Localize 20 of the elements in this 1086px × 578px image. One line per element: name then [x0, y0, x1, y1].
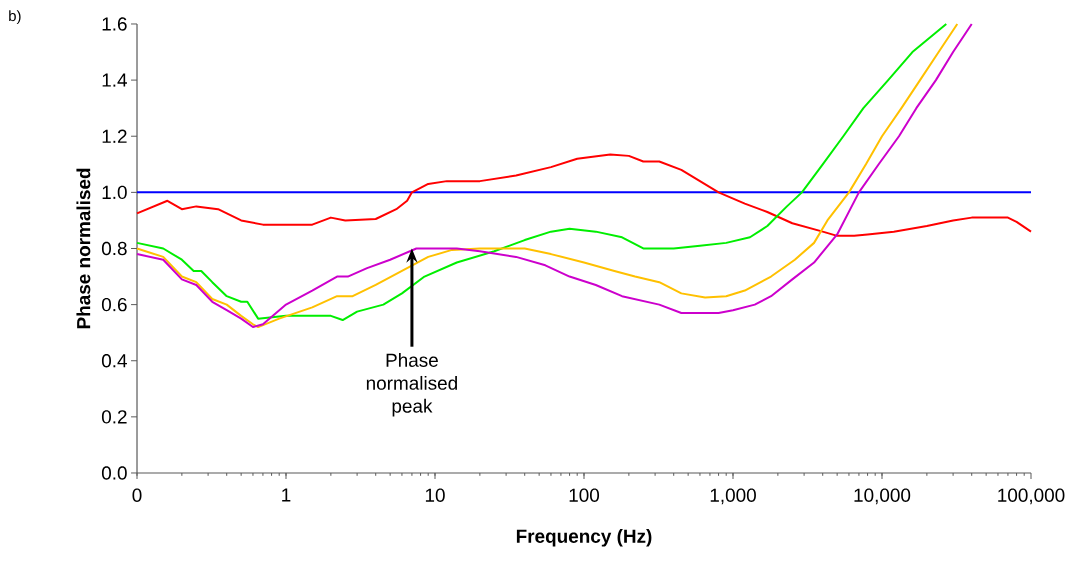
y-tick-label: 0.8	[101, 241, 127, 256]
x-tick-label: 10,000	[854, 488, 911, 505]
x-tick-label: 1,000	[710, 488, 756, 505]
x-tick-label: 10	[425, 488, 445, 502]
text: b)	[9, 10, 21, 25]
y-tick-label: 1.4	[102, 73, 127, 87]
y-tick-label: 0.6	[101, 297, 127, 312]
x-tick-label: 0	[132, 488, 142, 502]
y-tick-label: 0.2	[101, 410, 127, 424]
y-tick-label: 0.0	[101, 466, 127, 480]
y-tick-label: 1.2	[102, 129, 127, 143]
x-axis-title: Frequency (Hz)	[516, 528, 652, 547]
y-axis-title: Phase normalised	[76, 168, 91, 329]
y-tick-label: 1.6	[102, 17, 127, 31]
x-tick-label: 1	[282, 488, 291, 502]
y-tick-label: 0.4	[101, 354, 127, 368]
y-tick-label: 1.0	[102, 185, 127, 200]
x-tick-label: 100,000	[998, 488, 1065, 505]
x-tick-label: 100	[569, 488, 600, 502]
annotation: Phase normalised peak	[366, 353, 457, 417]
